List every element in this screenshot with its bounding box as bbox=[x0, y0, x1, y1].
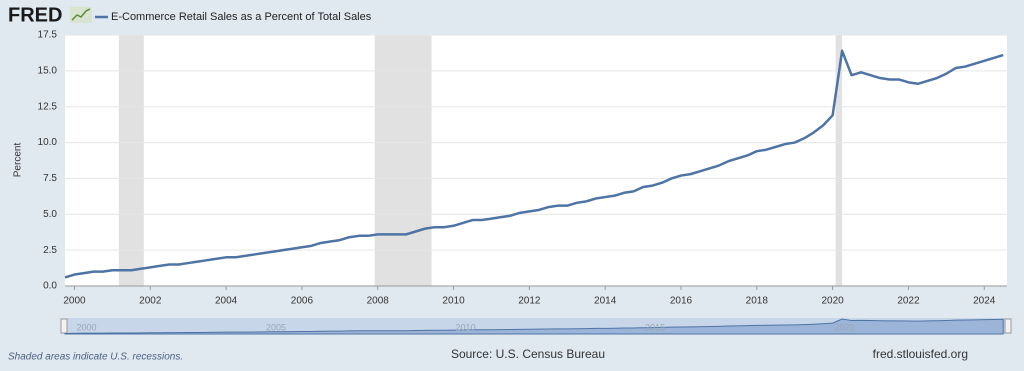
x-tick-label: 2004 bbox=[215, 296, 238, 307]
recession-band bbox=[835, 35, 843, 286]
x-tick-label: 2020 bbox=[822, 296, 845, 307]
navigator-area bbox=[64, 318, 1004, 335]
site-url[interactable]: fred.stlouisfed.org bbox=[873, 347, 968, 361]
navigator-handle[interactable] bbox=[60, 318, 68, 334]
x-tick-label: 2022 bbox=[897, 296, 920, 307]
navigator-tick-label: 2010 bbox=[456, 322, 476, 332]
plot-area bbox=[65, 35, 1007, 286]
logo-icon-line bbox=[71, 8, 91, 21]
y-tick-label: 17.5 bbox=[38, 30, 58, 41]
navigator-tick-label: 2020 bbox=[835, 322, 855, 332]
x-tick-label: 2008 bbox=[367, 296, 390, 307]
recession-note: Shaded areas indicate U.S. recessions. bbox=[8, 352, 183, 363]
y-tick-label: 7.5 bbox=[43, 173, 57, 184]
x-tick-label: 2014 bbox=[594, 296, 617, 307]
navigator-tick-label: 2005 bbox=[266, 322, 286, 332]
y-axis-label: Percent bbox=[13, 143, 24, 178]
logo: FRED bbox=[8, 4, 62, 26]
navigator-tick-label: 2015 bbox=[645, 322, 665, 332]
y-tick-label: 10.0 bbox=[38, 137, 58, 148]
y-tick-label: 0.0 bbox=[43, 281, 57, 292]
y-tick-label: 2.5 bbox=[43, 245, 57, 256]
recession-band bbox=[374, 35, 432, 286]
x-tick-label: 2016 bbox=[670, 296, 693, 307]
x-tick-label: 2010 bbox=[442, 296, 465, 307]
x-tick-label: 2002 bbox=[139, 296, 162, 307]
y-tick-label: 15.0 bbox=[38, 65, 58, 76]
legend-label: E-Commerce Retail Sales as a Percent of … bbox=[111, 11, 372, 23]
x-tick-label: 2024 bbox=[973, 296, 996, 307]
x-tick-label: 2012 bbox=[518, 296, 541, 307]
source: Source: U.S. Census Bureau bbox=[451, 347, 605, 361]
navigator-handle[interactable] bbox=[1004, 318, 1012, 334]
recession-band bbox=[118, 35, 144, 286]
series-line bbox=[64, 49, 1004, 279]
x-tick-label: 2000 bbox=[63, 296, 86, 307]
y-tick-label: 5.0 bbox=[43, 209, 57, 220]
x-tick-label: 2006 bbox=[291, 296, 314, 307]
y-tick-label: 12.5 bbox=[38, 101, 58, 112]
x-tick-label: 2018 bbox=[746, 296, 769, 307]
navigator-tick-label: 2000 bbox=[76, 322, 96, 332]
